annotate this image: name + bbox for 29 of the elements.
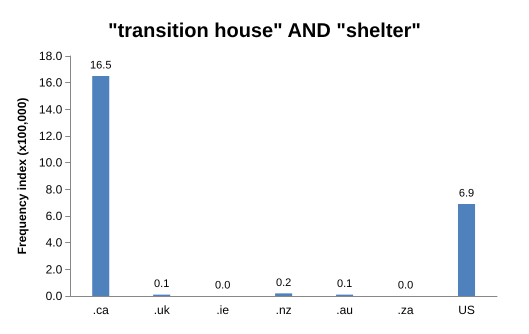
x-tick-label: US (458, 303, 475, 317)
y-tick-label: 12.0 (38, 129, 63, 143)
x-tick-label: .za (398, 303, 414, 317)
y-tick-label: 0.0 (46, 289, 63, 303)
x-tick-label: .au (336, 303, 353, 317)
y-tick-label: 16.0 (38, 76, 63, 90)
data-label: 0.0 (215, 280, 230, 292)
y-tick-label: 8.0 (46, 182, 63, 196)
bar (92, 76, 110, 296)
data-label: 0.1 (154, 278, 170, 290)
bar (275, 293, 292, 296)
y-tick-label: 4.0 (46, 236, 63, 250)
data-label: 0.2 (276, 276, 292, 289)
y-tick-label: 14.0 (38, 102, 63, 116)
data-label: 0.1 (336, 278, 352, 290)
x-tick-label: .uk (154, 303, 171, 317)
y-tick-label: 6.0 (46, 209, 63, 223)
chart-title: "transition house" AND "shelter" (108, 20, 421, 42)
y-tick-label: 10.0 (38, 156, 63, 170)
data-label: 0.0 (398, 280, 414, 292)
x-tick-label: .nz (276, 303, 292, 317)
y-tick-label: 2.0 (46, 262, 63, 276)
x-tick-label: .ca (92, 303, 110, 317)
y-axis-title: Frequency index (x100,000) (15, 98, 29, 254)
data-label: 6.9 (458, 188, 474, 200)
data-label: 16.5 (90, 60, 112, 72)
y-tick-label: 18.0 (38, 49, 63, 63)
x-tick-label: .ie (216, 303, 230, 317)
bar (458, 204, 476, 296)
